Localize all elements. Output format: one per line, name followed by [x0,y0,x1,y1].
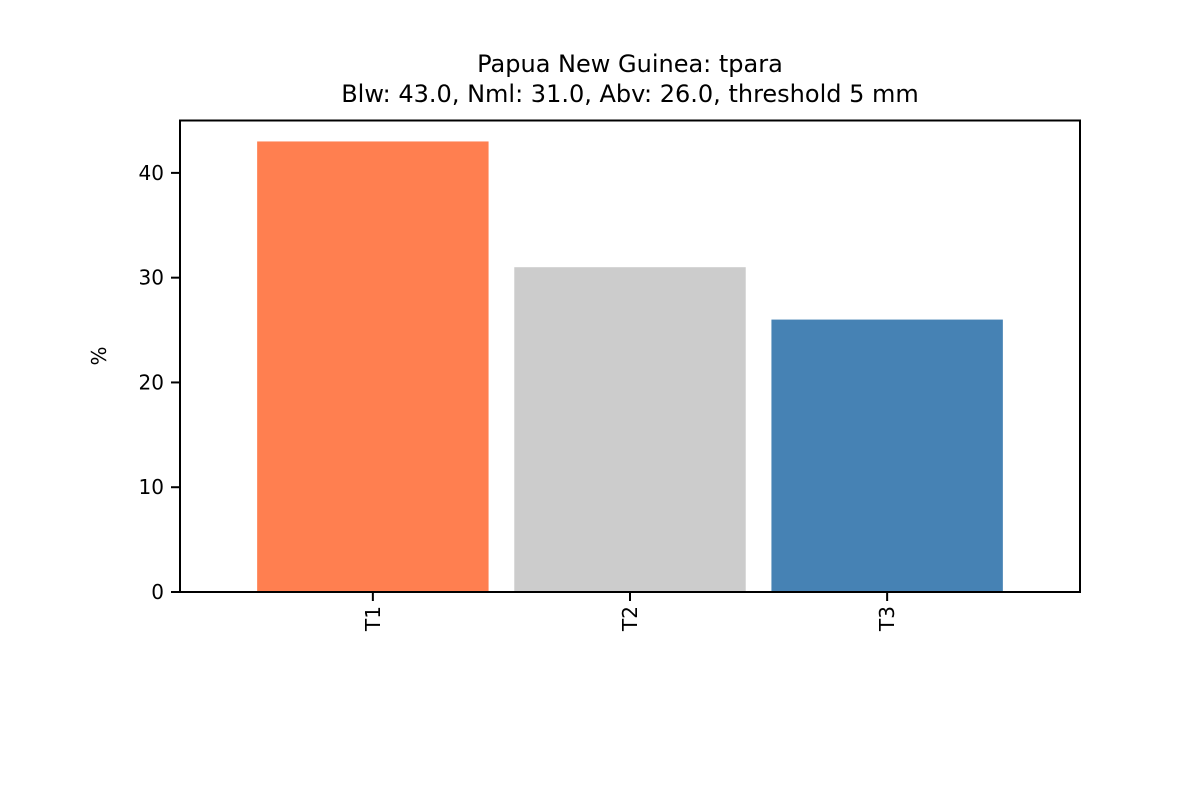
y-axis: 0 10 20 30 40 [139,161,180,604]
bars-layer [257,141,1003,592]
y-tick-label: 0 [151,580,164,604]
bar-t3 [771,319,1003,592]
y-tick-label: 40 [139,161,164,185]
x-axis: T1 T2 T3 [361,592,899,632]
y-tick-label: 10 [139,475,164,499]
x-tick-label: T3 [875,606,899,632]
plot-frame [179,119,1081,593]
y-tick-label: 20 [139,370,164,394]
bar-t2 [514,267,746,592]
x-tick-label: T2 [618,606,642,632]
bar-t1 [257,141,489,592]
chart-title: Papua New Guinea: tpara [477,50,783,78]
y-tick-label: 30 [139,266,164,290]
chart-subtitle: Blw: 43.0, Nml: 31.0, Abv: 26.0, thresho… [341,80,919,108]
y-axis-label: % [87,346,111,365]
x-tick-label: T1 [361,606,385,632]
